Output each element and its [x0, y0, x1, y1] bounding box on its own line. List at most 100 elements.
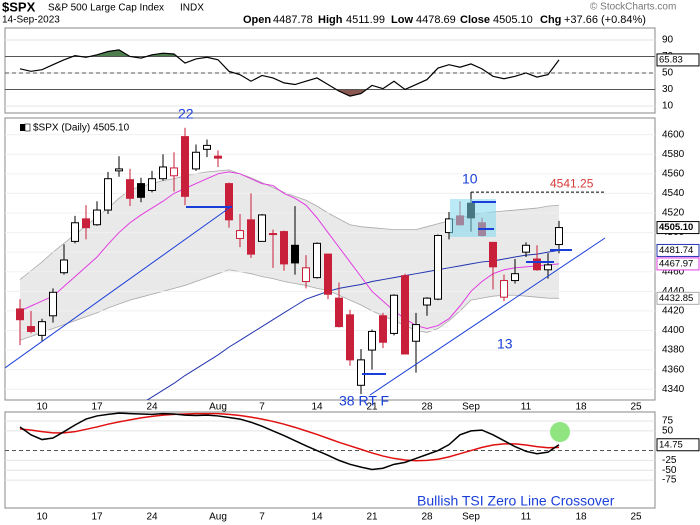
candle-body: [269, 233, 277, 236]
x-tick-label: 24: [146, 402, 158, 413]
value-box: [656, 53, 700, 67]
candle-body: [247, 219, 255, 255]
value-label: 4505.10: [659, 222, 693, 233]
x-tick-label: 17: [91, 402, 103, 413]
candle-body: [401, 275, 409, 355]
trendline: [5, 205, 233, 369]
rsi-line: [19, 49, 560, 97]
x-tick-label: 14: [311, 512, 323, 523]
candle-body: [115, 168, 123, 172]
candle-body: [390, 294, 398, 334]
quote-label: High: [318, 14, 343, 26]
rsi-panel: 907050301065.83: [5, 35, 700, 112]
quote-label: Chg: [540, 14, 561, 26]
value-label: 4432.85: [659, 293, 693, 304]
value-box: [656, 221, 700, 235]
annotation: Bullish TSI Zero Line Crossover: [417, 493, 615, 509]
candle-body: [533, 258, 541, 271]
candle-body: [423, 297, 431, 306]
price-frame: [4, 117, 656, 401]
candle-body: [555, 227, 563, 246]
y-tick-label: 4540: [662, 188, 685, 199]
x-tick-label: 14: [311, 402, 323, 413]
value-label: 4467.97: [659, 258, 693, 269]
candle-body: [357, 359, 365, 386]
y-tick-label: 4360: [662, 364, 685, 375]
x-tick-label: 10: [36, 512, 48, 523]
x-tick-label: 18: [575, 512, 587, 523]
candle-body: [368, 330, 376, 351]
x-tick-label: 17: [91, 512, 103, 523]
y-tick-label: -75: [662, 475, 677, 486]
exchange: INDX: [180, 3, 204, 14]
tsi-line: [19, 412, 560, 471]
quote-value: 4511.99: [346, 14, 385, 26]
plot-area: [5, 39, 655, 107]
candle-body: [60, 259, 68, 274]
x-tick-label: 7: [259, 402, 265, 413]
candle-body: [434, 235, 442, 300]
ma-short-line: [19, 171, 560, 330]
candle-body: [148, 178, 156, 191]
drawings: [5, 199, 606, 396]
x-tick-label: 28: [421, 512, 433, 523]
y-tick-label: 4340: [662, 384, 685, 395]
x-tick-label: 25: [630, 402, 642, 413]
copyright: © StockCharts.com: [590, 2, 676, 13]
y-tick-label: 10: [662, 101, 674, 112]
ma-long-line: [146, 249, 560, 400]
candle-body: [93, 209, 101, 226]
quote-label: Close: [460, 14, 490, 26]
candle-body: [313, 242, 321, 279]
annotation: 22: [178, 106, 194, 122]
value-box: [656, 291, 700, 305]
x-tick-label: Aug: [209, 512, 227, 523]
y-tick-label: -50: [662, 465, 677, 476]
candle-body: [27, 326, 35, 332]
annotation: 13: [497, 336, 513, 352]
candle-body: [170, 167, 178, 177]
index-name: S&P 500 Large Cap Index: [48, 3, 164, 14]
candle-body: [379, 315, 387, 343]
x-tick-label: 25: [630, 512, 642, 523]
y-tick-label: 4420: [662, 306, 685, 317]
candle-body: [544, 264, 552, 271]
legend-marker: [20, 124, 25, 131]
value-box: [656, 257, 700, 271]
y-tick-label: 4400: [662, 325, 685, 336]
x-tick-label: 18: [575, 402, 587, 413]
y-tick-label: 50: [662, 68, 674, 79]
candle-body: [214, 155, 222, 159]
candle-body: [280, 231, 288, 265]
x-tick-label: Sep: [462, 402, 480, 413]
y-tick-label: 4580: [662, 149, 685, 160]
candle-body: [258, 214, 266, 242]
quote-value: 4487.78: [273, 14, 313, 26]
candle-body: [225, 183, 233, 221]
annotation: 10: [462, 171, 478, 187]
y-tick-label: 50: [662, 426, 674, 437]
x-tick-label: 21: [366, 512, 378, 523]
x-tick-label: 21: [366, 402, 378, 413]
candle-body: [16, 308, 24, 321]
quote-bar: Open 4487.78 High 4511.99 Low 4478.69 Close 450…: [243, 14, 646, 26]
candle-body: [489, 241, 497, 268]
legend-marker: [24, 123, 31, 132]
x-tick-label: Sep: [462, 512, 480, 523]
candle-body: [291, 244, 299, 264]
candle-body: [236, 230, 244, 239]
candle-body: [500, 280, 508, 298]
x-tick-label: 11: [521, 512, 532, 523]
crossover-marker: [550, 422, 570, 442]
x-tick-label: 24: [146, 512, 158, 523]
y-tick-label: 4440: [662, 286, 685, 297]
value-label: 4481.74: [659, 245, 693, 256]
y-tick-label: 4560: [662, 168, 685, 179]
candle-body: [335, 297, 343, 328]
y-tick-label: 90: [662, 35, 674, 46]
candle-body: [104, 178, 112, 211]
quote-label: Low: [391, 14, 413, 26]
quote-value: 4505.10: [493, 14, 533, 26]
value-label: 14.75: [659, 439, 683, 450]
